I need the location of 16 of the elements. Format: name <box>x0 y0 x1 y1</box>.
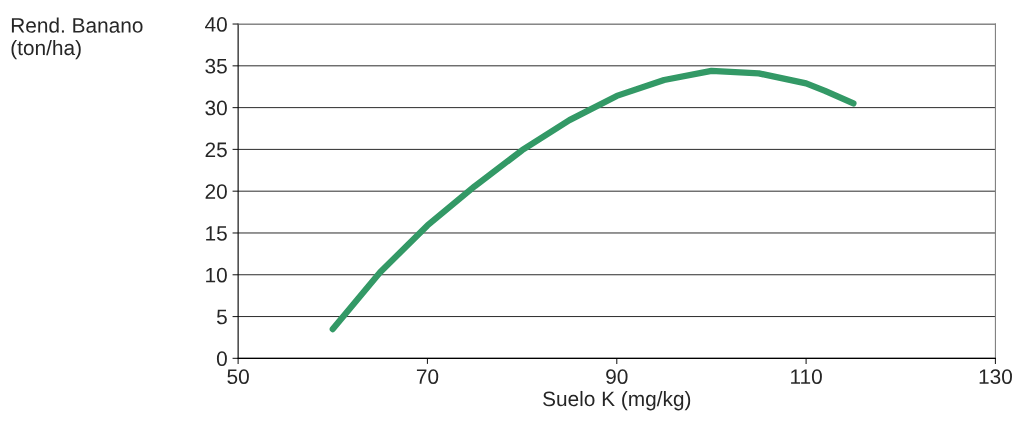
y-tick-label: 25 <box>205 142 227 158</box>
x-tick-label: 50 <box>227 369 249 385</box>
x-tick-label: 70 <box>416 369 439 385</box>
y-tick-label: 30 <box>205 100 227 116</box>
y-tick-label: 35 <box>205 58 227 74</box>
y-tick-label: 15 <box>206 226 227 241</box>
y-tick-label: 10 <box>206 267 227 283</box>
x-axis-title: Suelo K (mg/kg) <box>543 390 691 411</box>
x-tick-label: 130 <box>979 369 1012 385</box>
y-tick-label: 40 <box>205 17 227 32</box>
x-tick-label: 90 <box>606 369 628 385</box>
y-tick-label: 0 <box>216 351 227 367</box>
y-axis-title: Rend. Banano (ton/ha) <box>11 17 143 60</box>
y-tick-label: 5 <box>216 309 227 325</box>
x-tick-label: 110 <box>791 369 822 385</box>
y-tick-label: 20 <box>205 184 227 199</box>
